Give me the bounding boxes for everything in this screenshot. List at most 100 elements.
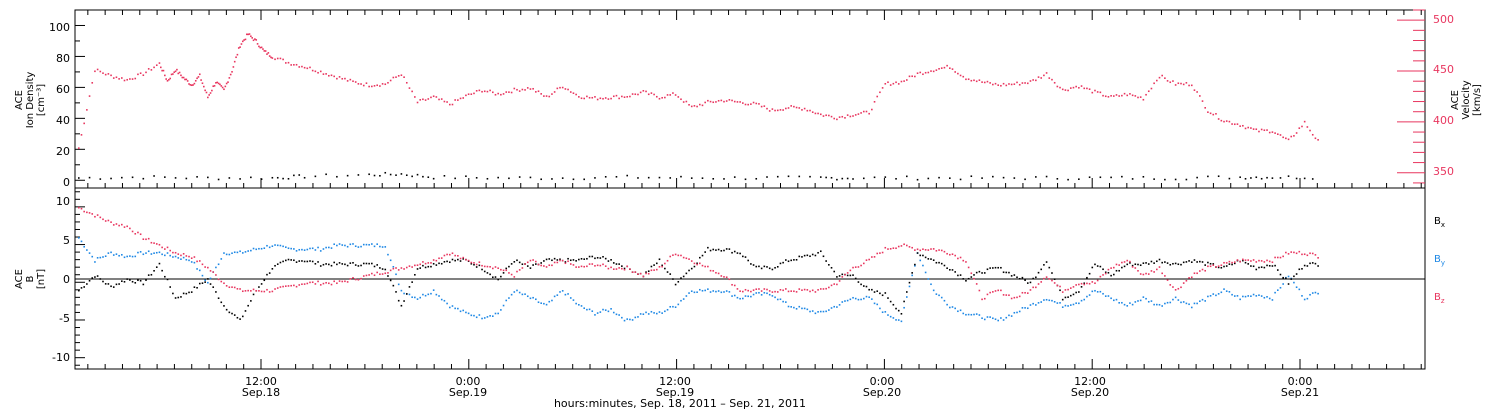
by-point: [1228, 290, 1231, 293]
velocity-point: [1099, 91, 1102, 94]
bx-point: [892, 303, 895, 306]
by-point: [817, 311, 819, 313]
bz-point: [631, 271, 634, 273]
density-point: [465, 175, 467, 178]
bz-point: [285, 285, 287, 287]
bx-point: [1287, 283, 1290, 285]
bz-point: [78, 206, 80, 209]
density-point: [78, 177, 80, 179]
by-point: [1037, 302, 1040, 304]
bz-point: [311, 281, 314, 284]
by-point: [637, 316, 639, 318]
bz-point: [518, 269, 521, 271]
density-point: [594, 177, 596, 179]
by-point: [803, 307, 806, 310]
by-point: [236, 251, 239, 254]
density-point: [314, 175, 317, 178]
by-point: [779, 298, 782, 301]
velocity-point: [1086, 87, 1088, 90]
by-point: [225, 253, 228, 256]
velocity-point: [529, 88, 532, 90]
bx-point: [540, 262, 542, 264]
velocity-point: [994, 82, 997, 85]
by-point: [857, 298, 860, 301]
by-point: [497, 312, 499, 315]
by-point: [712, 290, 715, 292]
bx-point: [400, 304, 403, 307]
velocity-point: [240, 43, 243, 45]
bz-point: [1193, 272, 1196, 275]
velocity-point: [838, 116, 841, 118]
velocity-point: [801, 109, 803, 111]
bx-point: [516, 259, 518, 262]
velocity-point: [1088, 88, 1091, 90]
bz-point: [387, 272, 389, 274]
bz-point: [841, 276, 844, 278]
bx-point: [362, 262, 365, 265]
bz-point: [1252, 259, 1255, 261]
bx-point: [1104, 271, 1107, 274]
by-point: [346, 245, 349, 248]
bz-point: [293, 284, 295, 287]
by-point: [567, 293, 569, 295]
bx-point: [596, 256, 599, 259]
bx-point: [1228, 263, 1231, 265]
by-point: [424, 294, 427, 297]
bz-point: [505, 269, 508, 272]
bz-point: [1080, 282, 1083, 285]
by-point: [1002, 319, 1005, 321]
by-point: [647, 313, 650, 315]
bx-point: [1266, 264, 1268, 267]
velocity-point: [118, 78, 120, 80]
bx-point: [664, 267, 666, 270]
by-point: [957, 310, 959, 313]
density-point: [217, 178, 220, 181]
bz-point: [400, 267, 403, 269]
by-point: [1180, 301, 1182, 304]
velocity-point: [94, 70, 96, 73]
velocity-point: [267, 52, 270, 54]
velocity-point: [567, 88, 569, 91]
bz-point: [623, 268, 626, 271]
bx-point: [1314, 262, 1317, 265]
by-point: [723, 291, 725, 293]
by-point: [500, 309, 502, 311]
velocity-point: [1013, 83, 1016, 85]
density-point: [368, 173, 370, 176]
by-point: [174, 255, 177, 258]
bz-point: [357, 278, 360, 281]
bz-point: [497, 267, 499, 270]
by-point: [828, 309, 830, 311]
bz-point: [1244, 259, 1247, 261]
bx-point: [86, 283, 88, 285]
velocity-point: [1126, 94, 1129, 97]
bottom-axis-title: ACE B [nT]: [14, 269, 47, 289]
velocity-point: [664, 96, 666, 99]
velocity-point: [1215, 112, 1217, 115]
by-point: [1118, 302, 1120, 304]
velocity-point: [892, 82, 895, 85]
velocity-point: [860, 112, 862, 114]
velocity-point: [1043, 74, 1045, 77]
by-point: [276, 244, 279, 247]
velocity-point: [185, 78, 188, 81]
bx-point: [1196, 261, 1198, 263]
velocity-point: [478, 89, 481, 92]
bx-point: [1096, 265, 1099, 267]
bx-point: [225, 308, 228, 311]
velocity-point: [492, 91, 494, 94]
velocity-point: [251, 37, 253, 39]
density-point: [142, 177, 145, 180]
by-point: [908, 285, 911, 288]
by-point: [379, 245, 381, 248]
by-point: [233, 251, 236, 254]
density-point: [723, 178, 725, 180]
velocity-point: [241, 40, 244, 43]
by-point: [1156, 303, 1158, 306]
velocity-point: [543, 95, 545, 97]
velocity-point: [1156, 79, 1158, 82]
by-point: [376, 243, 379, 245]
bx-point: [1153, 262, 1155, 264]
velocity-point: [1239, 125, 1241, 127]
velocity-point: [873, 101, 876, 103]
